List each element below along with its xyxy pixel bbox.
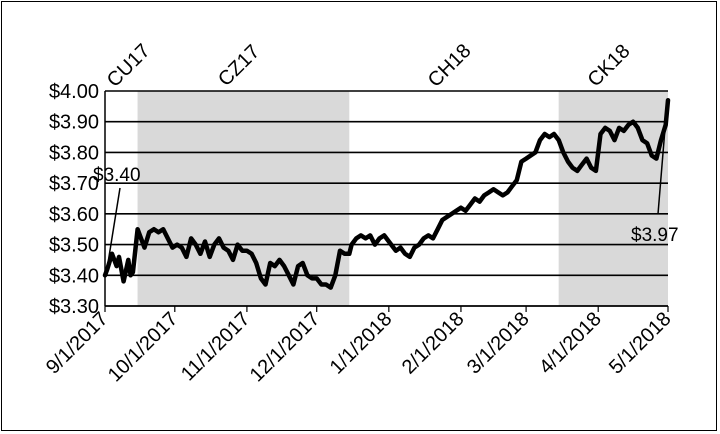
annotations: $3.40 $3.97	[93, 104, 679, 276]
x-tick-label: 10/1/2017	[104, 308, 182, 386]
contract-label-cz17: CZ17	[214, 41, 264, 91]
y-tick-labels: $3.30 $3.40 $3.50 $3.60 $3.70 $3.80 $3.90 $4.00	[49, 81, 99, 318]
contract-label-ch18: CH18	[424, 40, 476, 92]
x-tick-label: 9/1/2017	[42, 308, 113, 379]
y-tick-label: $4.00	[49, 81, 99, 103]
contract-label-cu17: CU17	[103, 40, 155, 92]
contract-label-ck18: CK18	[584, 40, 635, 91]
price-series-line	[102, 97, 671, 290]
annotation-end-leader	[657, 104, 668, 215]
contract-band-cz17	[137, 91, 350, 306]
x-tick-label: 1/1/2018	[326, 308, 397, 379]
y-tick-label: $3.60	[49, 204, 99, 226]
annotation-start-label: $3.40	[93, 165, 141, 186]
series	[102, 97, 671, 290]
y-tick-label: $3.70	[49, 173, 99, 195]
x-tick-label: 12/1/2017	[246, 308, 324, 386]
contract-labels: CU17 CZ17 CH18 CK18	[103, 40, 635, 92]
y-tick-label: $3.30	[49, 296, 99, 318]
x-tick-label: 11/1/2017	[177, 308, 254, 385]
x-tick-label: 5/1/2018	[605, 308, 676, 379]
x-tick-label: 3/1/2018	[463, 308, 534, 379]
annotation-end-label: $3.97	[631, 225, 679, 246]
annotation-start-leader	[105, 187, 121, 276]
contract-shading	[137, 91, 668, 306]
contract-band-ck18	[558, 91, 668, 306]
y-tick-label: $3.90	[49, 112, 99, 134]
x-tick-label: 2/1/2018	[398, 308, 469, 379]
y-tick-label: $3.50	[49, 235, 99, 257]
y-tick-label: $3.40	[49, 265, 99, 287]
x-tick-label: 4/1/2018	[535, 308, 606, 379]
y-tick-label: $3.80	[49, 142, 99, 164]
